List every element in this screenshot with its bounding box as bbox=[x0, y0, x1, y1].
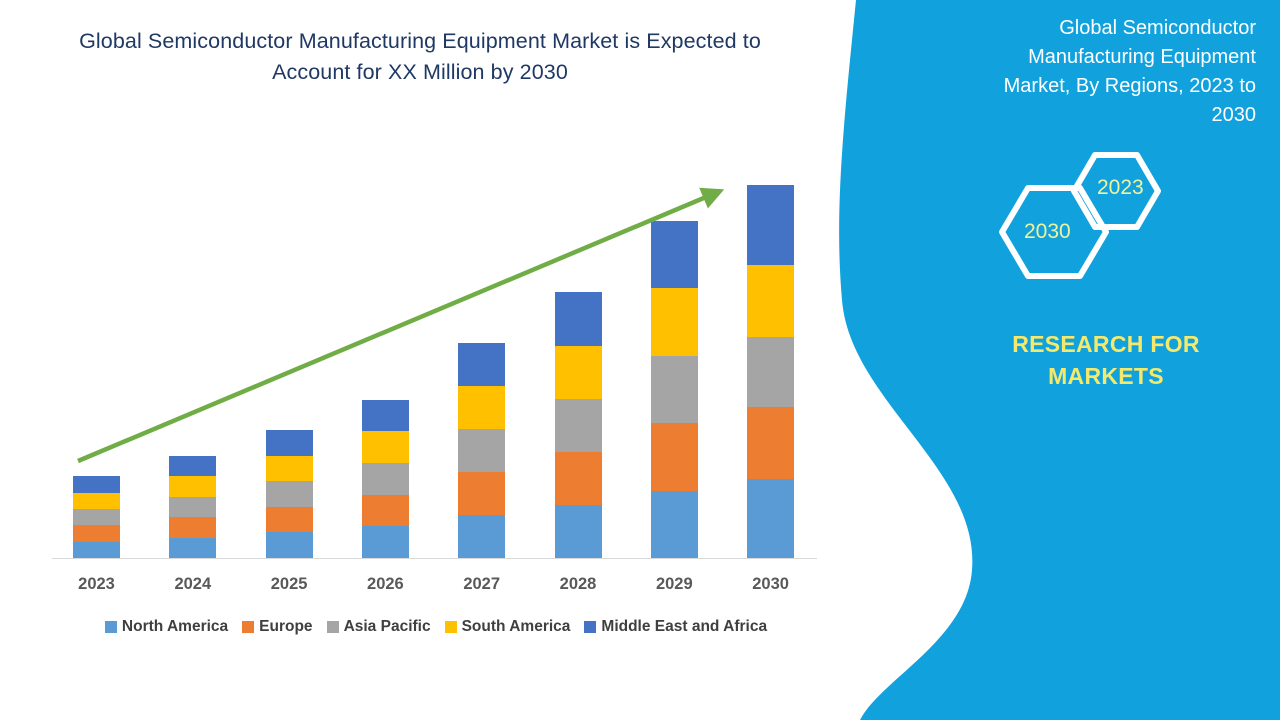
bar-2028 bbox=[554, 292, 602, 558]
bar-segment bbox=[265, 455, 313, 482]
bar-segment bbox=[73, 492, 120, 509]
legend-swatch-icon bbox=[326, 621, 339, 633]
bar-segment bbox=[458, 429, 506, 473]
bar-segment bbox=[650, 490, 698, 558]
x-axis-label-2028: 2028 bbox=[559, 575, 597, 593]
bar-2029 bbox=[650, 220, 698, 558]
x-axis-label-2024: 2024 bbox=[174, 575, 212, 593]
bar-segment bbox=[73, 541, 120, 558]
bar-segment bbox=[650, 423, 698, 491]
bar-2026 bbox=[361, 399, 409, 558]
bar-segment bbox=[73, 476, 120, 493]
chart-legend: North America Europe Asia Pacific South Ame… bbox=[52, 618, 820, 636]
bar-segment bbox=[747, 479, 795, 558]
bar-segment bbox=[554, 398, 602, 452]
legend-swatch-icon bbox=[444, 621, 457, 633]
trend-arrow-icon bbox=[77, 187, 725, 464]
legend-item[interactable]: South America bbox=[444, 618, 571, 636]
stacked-bar-chart: 2023 2024 2025 2026 2027 2028 2029 2030 bbox=[52, 185, 817, 593]
hexagon-group: 2023 2030 bbox=[990, 150, 1200, 290]
bar-segment bbox=[747, 185, 795, 265]
bar-2027 bbox=[458, 343, 506, 558]
x-axis-label-2025: 2025 bbox=[270, 575, 308, 593]
bar-segment bbox=[265, 481, 313, 507]
legend-item[interactable]: North America bbox=[104, 618, 229, 636]
legend-item[interactable]: Europe bbox=[242, 618, 313, 636]
bar-segment bbox=[169, 517, 217, 538]
bar-2024 bbox=[169, 455, 217, 558]
legend-item[interactable]: Middle East and Africa bbox=[584, 618, 767, 636]
bar-segment bbox=[650, 355, 698, 424]
bar-segment bbox=[747, 406, 795, 480]
legend-swatch-icon bbox=[242, 621, 255, 633]
legend-swatch-icon bbox=[104, 621, 117, 633]
legend-label: Europe bbox=[259, 618, 313, 635]
brand-heading: Global Semiconductor Manufacturing Equip… bbox=[1003, 17, 1256, 126]
legend-label: Middle East and Africa bbox=[601, 618, 768, 635]
x-axis-line bbox=[52, 558, 817, 559]
brand-name: RESEARCH FOR MARKETS bbox=[1012, 331, 1200, 390]
bar-segment bbox=[265, 430, 313, 456]
bar-segment bbox=[458, 472, 506, 516]
bar-segment bbox=[265, 506, 313, 533]
bar-segment bbox=[458, 343, 506, 387]
x-axis-label-2030: 2030 bbox=[752, 575, 789, 593]
bar-segment bbox=[554, 345, 602, 399]
hexagon-2023-icon bbox=[1071, 152, 1161, 230]
bar-segment bbox=[361, 399, 409, 432]
bar-segment bbox=[73, 508, 120, 526]
bar-segment bbox=[747, 264, 795, 338]
bar-segment bbox=[554, 292, 602, 346]
chart-panel: Global Semiconductor Manufacturing Equip… bbox=[52, 29, 820, 636]
bar-segment bbox=[554, 504, 602, 558]
legend-label: Asia Pacific bbox=[343, 618, 431, 635]
bar-segment bbox=[265, 532, 313, 558]
legend-swatch-icon bbox=[584, 621, 597, 633]
bar-segment bbox=[73, 525, 120, 542]
hexagon-2030-label: 2030 bbox=[1024, 220, 1071, 243]
hexagon-2030-icon bbox=[999, 185, 1109, 279]
brand-panel: Global Semiconductor Manufacturing Equip… bbox=[820, 0, 1280, 720]
bar-segment bbox=[747, 337, 795, 407]
bar-segment bbox=[458, 386, 506, 430]
bar-segment bbox=[361, 494, 409, 527]
x-axis-label-2027: 2027 bbox=[463, 575, 501, 593]
brand-panel-curved-shape bbox=[839, 0, 1280, 720]
bar-segment bbox=[361, 526, 409, 558]
bar-segment bbox=[169, 537, 217, 558]
bar-2025 bbox=[265, 430, 313, 558]
bar-2023 bbox=[73, 476, 120, 558]
legend-item[interactable]: Asia Pacific bbox=[326, 618, 431, 636]
x-axis-label-2026: 2026 bbox=[367, 575, 404, 593]
legend-label: North America bbox=[121, 618, 229, 635]
x-axis-label-2029: 2029 bbox=[655, 575, 693, 593]
legend-label: South America bbox=[461, 618, 571, 635]
bar-segment bbox=[361, 431, 409, 463]
bar-segment bbox=[169, 455, 217, 477]
bar-segment bbox=[650, 220, 698, 289]
bar-segment bbox=[554, 451, 602, 505]
bar-segment bbox=[169, 496, 217, 518]
bar-segment bbox=[650, 288, 698, 356]
chart-title: Global Semiconductor Manufacturing Equip… bbox=[79, 29, 761, 85]
bar-2030 bbox=[747, 185, 795, 558]
bar-segment bbox=[458, 515, 506, 558]
hexagon-2023-label: 2023 bbox=[1097, 176, 1144, 199]
bar-segment bbox=[169, 476, 217, 497]
bar-segment bbox=[361, 462, 409, 495]
x-axis-label-2023: 2023 bbox=[78, 575, 115, 593]
